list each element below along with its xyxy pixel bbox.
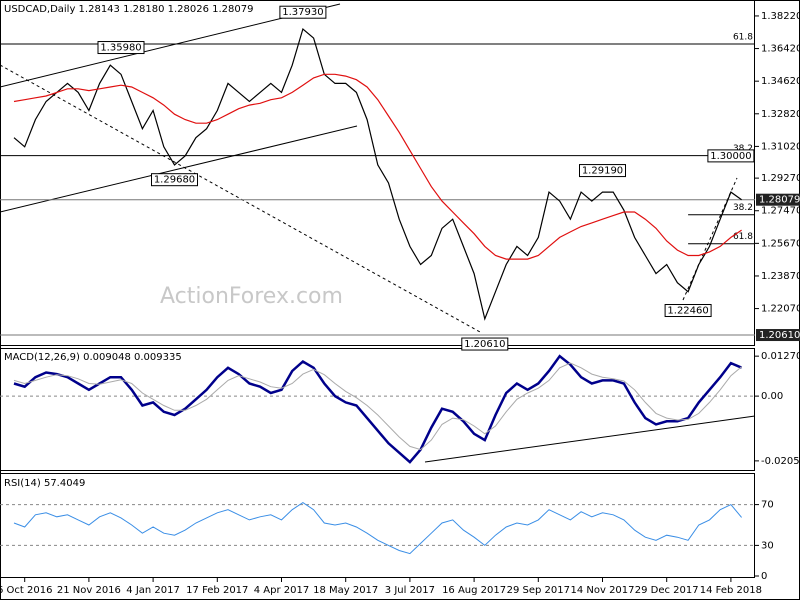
annotation-box: [664, 304, 712, 318]
panel-title: USDCAD,Daily 1.28143 1.28180 1.28026 1.2…: [4, 4, 254, 15]
y-tick-label: 1.23870: [761, 271, 800, 282]
axis-mark-label: 1.20610: [759, 330, 800, 341]
x-tick-label: 6 Oct 2016: [0, 585, 52, 596]
fib-label: 38.2: [733, 203, 753, 213]
annotation-label: 1.30000: [710, 151, 751, 162]
y-tick-label: 1.31020: [761, 141, 800, 152]
trend-line: [0, 125, 358, 213]
annotation-label: 1.20610: [464, 339, 505, 350]
fib-label: 38.2: [733, 144, 753, 154]
trend-line: [424, 415, 756, 463]
fib-label: 61.8: [733, 232, 753, 242]
y-tick-label: -0.020599: [761, 456, 800, 467]
annotation-label: 1.37930: [282, 7, 323, 18]
fib-label: 61.8: [733, 33, 753, 43]
x-tick-label: 4 Jan 2017: [126, 585, 180, 596]
y-tick-label: 0.00: [761, 391, 783, 402]
series-line: [13, 501, 742, 555]
annotation-box: [151, 173, 198, 187]
x-tick-label: 16 Aug 2017: [442, 585, 506, 596]
y-tick-label: 1.34620: [761, 76, 800, 87]
annotation-box: [707, 149, 755, 163]
y-tick-label: 0.012707: [761, 351, 800, 362]
annotation-box: [461, 337, 509, 351]
series-line: [13, 27, 742, 321]
series-line: [13, 362, 742, 451]
price-panel: [0, 0, 755, 346]
annotation-label: 1.22460: [667, 306, 708, 317]
series-line: [13, 73, 742, 260]
axis-mark-box: [756, 193, 800, 206]
y-tick-label: 30: [761, 540, 774, 551]
y-tick-label: 70: [761, 500, 774, 511]
annotation-label: 1.29190: [582, 166, 623, 177]
macd-panel: [0, 348, 755, 471]
axis-mark-box: [756, 329, 800, 342]
annotation-label: 1.29680: [154, 175, 195, 186]
panel-title: MACD(12,26,9) 0.009048 0.009335: [4, 352, 182, 363]
y-tick-label: 1.22070: [761, 304, 800, 315]
y-tick-label: 1.36420: [761, 44, 800, 55]
x-tick-label: 3 Jul 2017: [385, 585, 435, 596]
x-tick-label: 4 Apr 2017: [254, 585, 309, 596]
trend-lines: [0, 3, 756, 463]
x-tick-label: 14 Nov 2017: [570, 585, 634, 596]
y-tick-label: 1.29270: [761, 173, 800, 184]
y-tick-label: 1.38220: [761, 11, 800, 22]
x-tick-label: 18 May 2017: [313, 585, 378, 596]
x-tick-label: 29 Dec 2017: [635, 585, 699, 596]
y-tick-label: 1.27470: [761, 206, 800, 217]
annotation-box: [579, 164, 626, 178]
y-tick-label: 1.25670: [761, 238, 800, 249]
trend-line: [0, 64, 481, 333]
annotation-label: 1.35980: [100, 43, 141, 54]
annotation-box: [279, 5, 327, 19]
y-tick-label: 1.32820: [761, 109, 800, 120]
x-tick-label: 29 Sep 2017: [507, 585, 570, 596]
annotation-box: [97, 41, 145, 55]
watermark: ActionForex.com: [160, 284, 343, 309]
x-tick-label: 14 Feb 2018: [700, 585, 762, 596]
axis-mark-label: 1.28079: [759, 195, 800, 206]
x-tick-label: 21 Nov 2016: [57, 585, 121, 596]
series-line: [13, 354, 743, 464]
panel-title: RSI(14) 57.4049: [4, 478, 85, 489]
y-tick-label: 0: [761, 571, 767, 582]
x-tick-label: 17 Feb 2017: [186, 585, 248, 596]
rsi-panel: [0, 473, 755, 578]
trend-line: [682, 177, 738, 301]
